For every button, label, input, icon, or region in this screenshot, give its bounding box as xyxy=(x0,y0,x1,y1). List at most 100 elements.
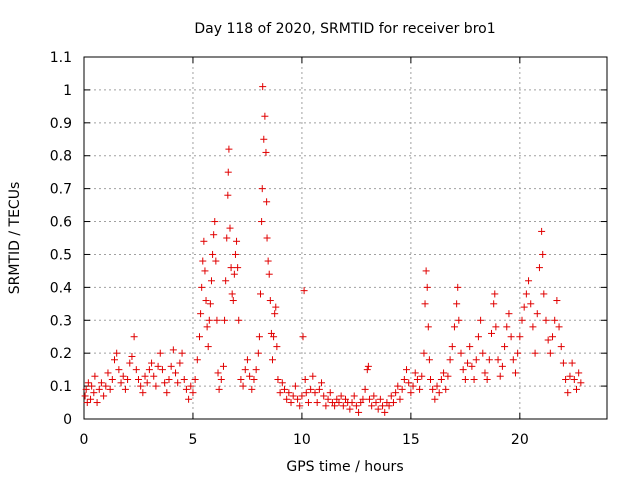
data-point xyxy=(385,402,393,410)
data-point xyxy=(108,376,116,384)
data-point xyxy=(231,250,239,258)
y-tick-label: 0.7 xyxy=(50,182,72,198)
gridlines xyxy=(84,57,607,419)
data-point xyxy=(324,395,332,403)
data-point xyxy=(553,297,561,305)
data-point xyxy=(265,270,273,278)
data-point xyxy=(425,356,433,364)
data-point xyxy=(258,218,266,226)
data-point xyxy=(481,369,489,377)
y-axis-label: SRMTID / TECUs xyxy=(7,182,23,295)
data-point xyxy=(226,224,234,232)
data-point xyxy=(260,135,268,143)
data-point xyxy=(88,382,96,390)
data-point xyxy=(535,264,543,272)
data-point xyxy=(263,234,271,242)
data-point xyxy=(492,323,500,331)
data-point xyxy=(403,366,411,374)
data-point xyxy=(525,277,533,285)
x-tick-label: 10 xyxy=(293,432,311,448)
data-point xyxy=(258,185,266,193)
data-point xyxy=(396,395,404,403)
data-point xyxy=(477,316,485,324)
data-point xyxy=(564,389,572,397)
data-point xyxy=(511,369,519,377)
data-point xyxy=(409,382,417,390)
data-point xyxy=(551,316,559,324)
data-point xyxy=(211,218,219,226)
data-point xyxy=(268,356,276,364)
data-point xyxy=(246,372,254,380)
data-point xyxy=(394,382,402,390)
data-point xyxy=(90,389,98,397)
data-point xyxy=(433,382,441,390)
data-point xyxy=(224,191,232,199)
data-point xyxy=(472,356,480,364)
data-point xyxy=(294,395,302,403)
data-point xyxy=(163,389,171,397)
data-point xyxy=(206,300,214,308)
data-point xyxy=(352,402,360,410)
data-point xyxy=(538,227,546,235)
data-point xyxy=(566,372,574,380)
data-point xyxy=(287,399,295,407)
data-point xyxy=(381,408,389,416)
data-point xyxy=(134,376,142,384)
data-point xyxy=(335,399,343,407)
data-point xyxy=(152,382,160,390)
data-point xyxy=(496,372,504,380)
data-point xyxy=(326,389,334,397)
data-point xyxy=(202,297,210,305)
data-point xyxy=(225,145,233,153)
data-point xyxy=(302,389,310,397)
data-point xyxy=(374,405,382,413)
data-point xyxy=(411,369,419,377)
data-point xyxy=(201,267,209,275)
data-point xyxy=(424,323,432,331)
data-point xyxy=(217,376,225,384)
data-point xyxy=(229,297,237,305)
data-point xyxy=(250,376,258,384)
data-point xyxy=(158,366,166,374)
data-point xyxy=(239,382,247,390)
y-tick-label: 1 xyxy=(63,83,72,99)
data-point xyxy=(529,323,537,331)
data-point xyxy=(176,359,184,367)
data-point xyxy=(405,379,413,387)
data-point xyxy=(368,402,376,410)
data-point xyxy=(228,290,236,298)
data-point xyxy=(113,349,121,357)
data-point xyxy=(237,376,245,384)
data-point xyxy=(214,369,222,377)
data-point xyxy=(320,392,328,400)
data-point xyxy=(189,389,197,397)
data-point xyxy=(261,112,269,120)
data-point xyxy=(315,385,323,393)
data-point xyxy=(182,385,190,393)
data-point xyxy=(540,290,548,298)
data-point xyxy=(365,395,373,403)
data-point xyxy=(193,356,201,364)
data-point xyxy=(93,399,101,407)
data-point xyxy=(271,310,279,318)
data-point xyxy=(207,277,215,285)
data-point xyxy=(117,379,125,387)
data-point xyxy=(379,402,387,410)
data-point xyxy=(407,389,415,397)
data-point xyxy=(568,359,576,367)
data-point xyxy=(212,257,220,265)
data-point xyxy=(494,356,502,364)
data-point xyxy=(285,389,293,397)
data-point xyxy=(296,402,304,410)
data-point xyxy=(490,300,498,308)
data-point xyxy=(102,382,110,390)
data-point xyxy=(479,349,487,357)
data-point xyxy=(531,349,539,357)
data-point xyxy=(474,333,482,341)
data-point xyxy=(522,290,530,298)
data-point xyxy=(119,372,127,380)
data-point xyxy=(230,270,238,278)
data-point xyxy=(234,264,242,272)
data-point xyxy=(145,366,153,374)
data-point xyxy=(203,323,211,331)
